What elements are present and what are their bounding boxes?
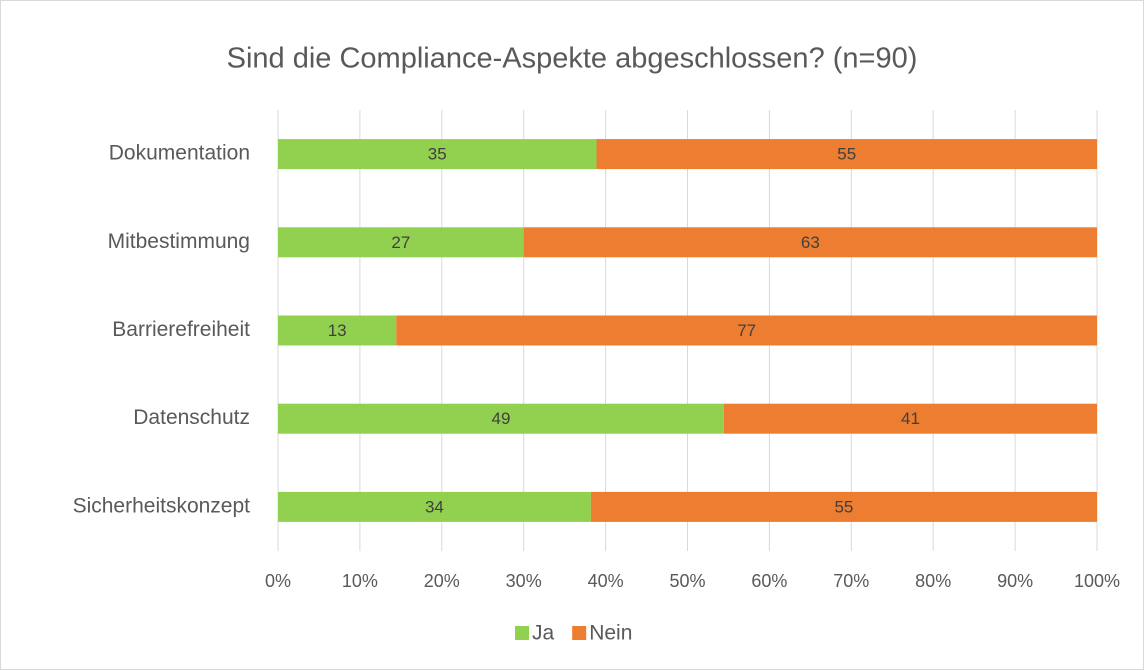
data-label: 27 (391, 233, 410, 252)
x-tick-label: 30% (506, 571, 542, 591)
bar-segment (278, 315, 397, 346)
legend-swatch (515, 626, 529, 640)
x-tick-label: 40% (588, 571, 624, 591)
bar-segment (278, 491, 591, 522)
legend-swatch (572, 626, 587, 640)
y-tick-label: Mitbestimmung (108, 230, 250, 253)
legend-label: Nein (589, 622, 632, 645)
bar-segment (523, 227, 1097, 258)
x-tick-label: 100% (1074, 571, 1120, 591)
bar-segment (278, 139, 597, 170)
bar-segment (278, 227, 524, 258)
x-tick-label: 70% (833, 571, 869, 591)
x-tick-label: 80% (915, 571, 951, 591)
chart-title: Sind die Compliance-Aspekte abgeschlosse… (227, 43, 918, 75)
x-tick-label: 0% (265, 571, 291, 591)
y-tick-label: Sicherheitskonzept (73, 494, 251, 517)
bar-segment (596, 139, 1097, 170)
x-tick-label: 50% (669, 571, 705, 591)
x-tick-label: 60% (751, 571, 787, 591)
bar-segment (723, 403, 1097, 434)
data-label: 35 (428, 145, 447, 164)
bar-segment (278, 403, 724, 434)
x-tick-label: 10% (342, 571, 378, 591)
y-tick-label: Dokumentation (109, 142, 250, 165)
x-tick-label: 20% (424, 571, 460, 591)
data-label: 55 (834, 497, 853, 516)
bar-segment (590, 491, 1097, 522)
data-label: 13 (328, 321, 347, 340)
data-label: 77 (737, 321, 756, 340)
legend-label: Ja (532, 622, 555, 645)
y-tick-label: Barrierefreiheit (112, 318, 250, 341)
data-label: 49 (491, 409, 510, 428)
x-tick-label: 90% (997, 571, 1033, 591)
data-label: 41 (901, 409, 920, 428)
data-label: 63 (801, 233, 820, 252)
data-label: 34 (425, 497, 444, 516)
y-tick-label: Datenschutz (133, 406, 250, 429)
data-label: 55 (837, 145, 856, 164)
bar-segment (396, 315, 1097, 346)
